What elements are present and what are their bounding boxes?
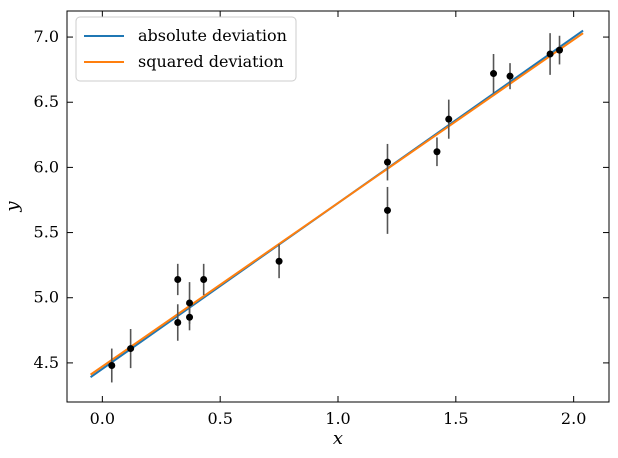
data-point-13 [506,72,514,80]
data-point-15 [556,46,564,54]
data-point-4 [186,299,194,307]
data-point-7 [275,257,283,265]
data-point-0 [108,362,116,370]
data-point-8 [383,158,391,166]
x-tick-label-1: 0.5 [207,409,232,428]
data-point-11 [445,115,453,123]
y-tick-label-1: 5.0 [34,288,59,307]
x-axis: 0.0 0.5 1.0 1.5 2.0 [90,11,586,428]
data-point-9 [383,206,391,214]
y-axis-label: y [2,201,23,213]
y-tick-label-4: 6.5 [34,92,59,111]
data-point-12 [490,70,498,78]
data-point-5 [186,313,194,321]
y-tick-label-5: 7.0 [34,27,59,46]
data-point-6 [200,275,208,283]
x-tick-label-4: 2.0 [561,409,586,428]
legend: absolute deviation squared deviation [75,16,297,82]
legend-label-0: absolute deviation [138,26,287,45]
legend-label-1: squared deviation [138,52,284,71]
data-point-3 [174,318,182,326]
fit-lines [89,29,584,379]
x-tick-label-2: 1.0 [325,409,350,428]
error-bars [110,33,561,383]
y-tick-label-3: 6.0 [34,157,59,176]
legend-box [75,16,297,82]
y-tick-label-0: 4.5 [34,353,59,372]
data-point-1 [127,345,135,353]
data-point-14 [546,50,554,58]
x-axis-label: x [333,428,343,449]
y-axis: 4.5 5.0 5.5 6.0 6.5 7.0 [34,27,609,372]
data-point-2 [174,275,182,283]
data-points [108,46,564,370]
y-tick-label-2: 5.5 [34,223,59,242]
data-point-10 [433,148,441,156]
x-tick-label-0: 0.0 [90,409,115,428]
series-line-1 [90,32,584,376]
x-tick-label-3: 1.5 [443,409,468,428]
